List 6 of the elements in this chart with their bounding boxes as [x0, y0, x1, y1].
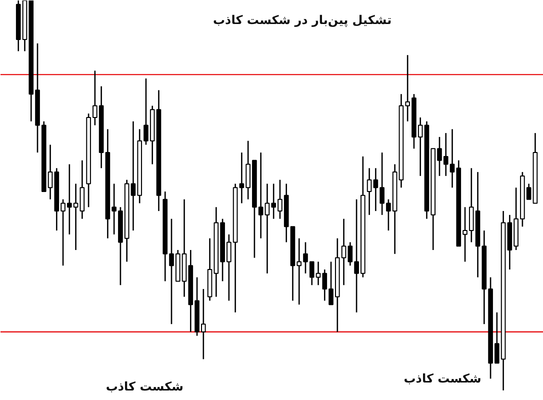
- candlestick: [80, 160, 85, 220]
- annotation: تشکیل پین‌بار در شکست کاذب: [212, 12, 392, 27]
- annotation: شکست کاذب: [404, 372, 482, 386]
- candlestick: [366, 167, 372, 216]
- candlestick: [258, 152, 264, 239]
- annotation: شکست کاذب: [106, 379, 184, 394]
